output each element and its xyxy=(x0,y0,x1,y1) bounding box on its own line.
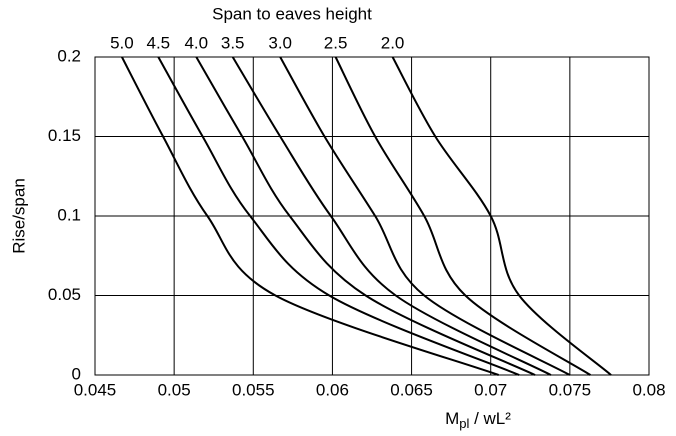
chart-title: Span to eaves height xyxy=(212,4,372,23)
x-tick-label: 0.065 xyxy=(390,380,433,399)
y-axis-label: Rise/span xyxy=(9,178,28,254)
legend-label: 3.0 xyxy=(268,33,292,52)
x-tick-label: 0.07 xyxy=(474,380,507,399)
y-tick-label: 0.1 xyxy=(57,205,81,224)
x-tick-label: 0.08 xyxy=(632,380,665,399)
x-label-main: M xyxy=(445,409,459,428)
y-tick-label: 0.05 xyxy=(48,285,81,304)
curve xyxy=(121,56,499,376)
curve xyxy=(391,56,612,376)
curve xyxy=(157,56,520,376)
x-tick-label: 0.075 xyxy=(549,380,592,399)
legend-label: 2.5 xyxy=(324,33,348,52)
x-label-rest: / wL² xyxy=(469,409,511,428)
curve xyxy=(231,56,552,376)
x-label-sub: pl xyxy=(459,416,469,431)
x-tick-label: 0.05 xyxy=(158,380,191,399)
plot-frame xyxy=(94,56,650,376)
x-tick-label: 0.055 xyxy=(232,380,275,399)
x-axis-label: Mpl / wL² xyxy=(445,409,511,431)
y-tick-label: 0 xyxy=(72,364,81,383)
x-tick-label: 0.06 xyxy=(316,380,349,399)
legend-label: 5.0 xyxy=(110,33,134,52)
legend-label: 3.5 xyxy=(221,33,245,52)
y-tick-label: 0.15 xyxy=(48,126,81,145)
curve xyxy=(195,56,536,376)
curve xyxy=(334,56,591,376)
y-tick-label: 0.2 xyxy=(57,46,81,65)
legend-label: 4.0 xyxy=(184,33,208,52)
legend-label: 2.0 xyxy=(381,33,405,52)
curve xyxy=(279,56,571,376)
x-tick-label: 0.045 xyxy=(74,380,117,399)
legend-label: 4.5 xyxy=(146,33,170,52)
